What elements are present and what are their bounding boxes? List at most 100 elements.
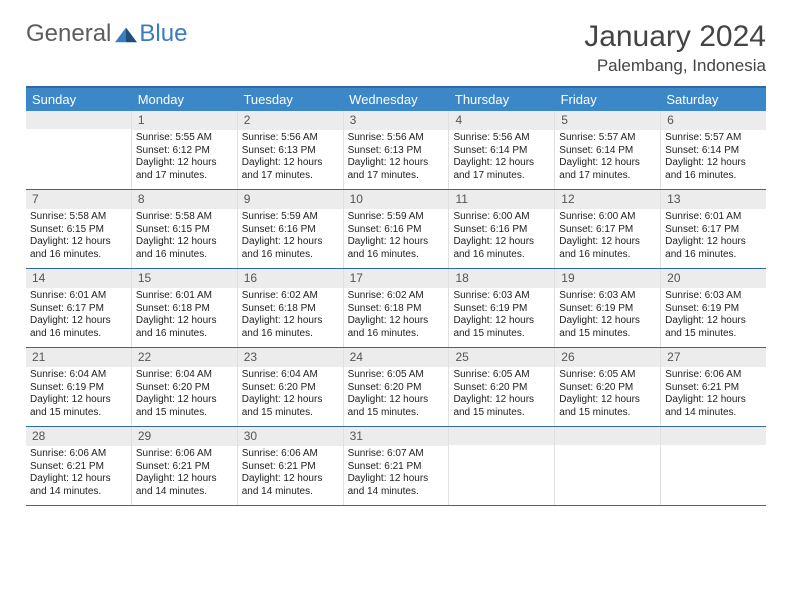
sunrise-text: Sunrise: 6:05 AM: [453, 369, 550, 382]
calendar-day: 13Sunrise: 6:01 AMSunset: 6:17 PMDayligh…: [660, 190, 766, 268]
day-number: 16: [238, 269, 343, 288]
day-body: Sunrise: 6:06 AMSunset: 6:21 PMDaylight:…: [132, 446, 237, 498]
logo: General Blue: [26, 20, 187, 48]
daylight-text: Daylight: 12 hours and 14 minutes.: [30, 473, 127, 498]
logo-text-a: General: [26, 20, 111, 48]
day-body: Sunrise: 6:06 AMSunset: 6:21 PMDaylight:…: [26, 446, 131, 498]
calendar-day: 11Sunrise: 6:00 AMSunset: 6:16 PMDayligh…: [448, 190, 554, 268]
calendar-day: [554, 427, 660, 505]
calendar-day: 19Sunrise: 6:03 AMSunset: 6:19 PMDayligh…: [554, 269, 660, 347]
day-body: Sunrise: 6:02 AMSunset: 6:18 PMDaylight:…: [238, 288, 343, 340]
sunset-text: Sunset: 6:21 PM: [665, 382, 762, 395]
day-body: Sunrise: 6:00 AMSunset: 6:16 PMDaylight:…: [449, 209, 554, 261]
sunset-text: Sunset: 6:15 PM: [136, 224, 233, 237]
day-number: 3: [344, 111, 449, 130]
daylight-text: Daylight: 12 hours and 15 minutes.: [453, 394, 550, 419]
daylight-text: Daylight: 12 hours and 14 minutes.: [242, 473, 339, 498]
day-body: Sunrise: 5:56 AMSunset: 6:13 PMDaylight:…: [344, 130, 449, 182]
day-number: 7: [26, 190, 131, 209]
calendar-day: 28Sunrise: 6:06 AMSunset: 6:21 PMDayligh…: [26, 427, 131, 505]
sunrise-text: Sunrise: 6:02 AM: [348, 290, 445, 303]
calendar-day: 25Sunrise: 6:05 AMSunset: 6:20 PMDayligh…: [448, 348, 554, 426]
day-number: [449, 427, 554, 445]
day-number: 27: [661, 348, 766, 367]
sunset-text: Sunset: 6:18 PM: [348, 303, 445, 316]
day-body: Sunrise: 6:04 AMSunset: 6:19 PMDaylight:…: [26, 367, 131, 419]
sunrise-text: Sunrise: 6:04 AM: [136, 369, 233, 382]
day-body: Sunrise: 6:07 AMSunset: 6:21 PMDaylight:…: [344, 446, 449, 498]
sunset-text: Sunset: 6:20 PM: [136, 382, 233, 395]
day-number: 25: [449, 348, 554, 367]
day-number: 30: [238, 427, 343, 446]
day-number: 22: [132, 348, 237, 367]
day-body: Sunrise: 6:04 AMSunset: 6:20 PMDaylight:…: [132, 367, 237, 419]
sunset-text: Sunset: 6:13 PM: [348, 145, 445, 158]
day-number: 26: [555, 348, 660, 367]
daylight-text: Daylight: 12 hours and 17 minutes.: [559, 157, 656, 182]
sunset-text: Sunset: 6:21 PM: [348, 461, 445, 474]
daylight-text: Daylight: 12 hours and 16 minutes.: [242, 315, 339, 340]
logo-mark-icon: [115, 25, 137, 43]
calendar-day: 4Sunrise: 5:56 AMSunset: 6:14 PMDaylight…: [448, 111, 554, 189]
day-number: 19: [555, 269, 660, 288]
day-number: [26, 111, 131, 129]
calendar-day: 9Sunrise: 5:59 AMSunset: 6:16 PMDaylight…: [237, 190, 343, 268]
sunrise-text: Sunrise: 6:06 AM: [242, 448, 339, 461]
sunrise-text: Sunrise: 5:56 AM: [348, 132, 445, 145]
sunrise-text: Sunrise: 6:01 AM: [30, 290, 127, 303]
sunset-text: Sunset: 6:19 PM: [559, 303, 656, 316]
day-number: 9: [238, 190, 343, 209]
day-number: 5: [555, 111, 660, 130]
calendar-day: 2Sunrise: 5:56 AMSunset: 6:13 PMDaylight…: [237, 111, 343, 189]
daylight-text: Daylight: 12 hours and 16 minutes.: [136, 315, 233, 340]
day-body: Sunrise: 6:01 AMSunset: 6:17 PMDaylight:…: [661, 209, 766, 261]
page-header: General Blue January 2024 Palembang, Ind…: [26, 20, 766, 76]
sunset-text: Sunset: 6:20 PM: [559, 382, 656, 395]
day-number: 18: [449, 269, 554, 288]
calendar-day: [660, 427, 766, 505]
daylight-text: Daylight: 12 hours and 16 minutes.: [665, 157, 762, 182]
calendar-day: 21Sunrise: 6:04 AMSunset: 6:19 PMDayligh…: [26, 348, 131, 426]
sunset-text: Sunset: 6:17 PM: [665, 224, 762, 237]
sunset-text: Sunset: 6:21 PM: [30, 461, 127, 474]
day-number: 12: [555, 190, 660, 209]
sunrise-text: Sunrise: 5:57 AM: [665, 132, 762, 145]
day-number: 8: [132, 190, 237, 209]
sunrise-text: Sunrise: 6:01 AM: [665, 211, 762, 224]
day-body: Sunrise: 6:02 AMSunset: 6:18 PMDaylight:…: [344, 288, 449, 340]
sunrise-text: Sunrise: 5:58 AM: [30, 211, 127, 224]
sunrise-text: Sunrise: 6:00 AM: [559, 211, 656, 224]
location-label: Palembang, Indonesia: [584, 56, 766, 76]
daylight-text: Daylight: 12 hours and 15 minutes.: [348, 394, 445, 419]
weekday-header: Friday: [555, 88, 661, 111]
day-number: 24: [344, 348, 449, 367]
day-body: Sunrise: 5:55 AMSunset: 6:12 PMDaylight:…: [132, 130, 237, 182]
calendar-week: 1Sunrise: 5:55 AMSunset: 6:12 PMDaylight…: [26, 111, 766, 190]
sunset-text: Sunset: 6:16 PM: [348, 224, 445, 237]
daylight-text: Daylight: 12 hours and 16 minutes.: [559, 236, 656, 261]
day-number: 2: [238, 111, 343, 130]
day-number: 11: [449, 190, 554, 209]
day-number: 20: [661, 269, 766, 288]
sunset-text: Sunset: 6:13 PM: [242, 145, 339, 158]
sunset-text: Sunset: 6:16 PM: [242, 224, 339, 237]
weekday-header-row: Sunday Monday Tuesday Wednesday Thursday…: [26, 88, 766, 111]
calendar-day: 1Sunrise: 5:55 AMSunset: 6:12 PMDaylight…: [131, 111, 237, 189]
sunrise-text: Sunrise: 6:05 AM: [559, 369, 656, 382]
calendar-day: 12Sunrise: 6:00 AMSunset: 6:17 PMDayligh…: [554, 190, 660, 268]
daylight-text: Daylight: 12 hours and 17 minutes.: [242, 157, 339, 182]
calendar-day: 3Sunrise: 5:56 AMSunset: 6:13 PMDaylight…: [343, 111, 449, 189]
daylight-text: Daylight: 12 hours and 14 minutes.: [136, 473, 233, 498]
day-body: Sunrise: 6:03 AMSunset: 6:19 PMDaylight:…: [449, 288, 554, 340]
sunset-text: Sunset: 6:19 PM: [453, 303, 550, 316]
daylight-text: Daylight: 12 hours and 17 minutes.: [453, 157, 550, 182]
sunset-text: Sunset: 6:18 PM: [242, 303, 339, 316]
sunrise-text: Sunrise: 6:07 AM: [348, 448, 445, 461]
calendar-day: 15Sunrise: 6:01 AMSunset: 6:18 PMDayligh…: [131, 269, 237, 347]
sunrise-text: Sunrise: 6:00 AM: [453, 211, 550, 224]
calendar-day: [26, 111, 131, 189]
day-number: 14: [26, 269, 131, 288]
day-body: Sunrise: 5:58 AMSunset: 6:15 PMDaylight:…: [26, 209, 131, 261]
day-body: Sunrise: 6:06 AMSunset: 6:21 PMDaylight:…: [238, 446, 343, 498]
weekday-header: Saturday: [660, 88, 766, 111]
